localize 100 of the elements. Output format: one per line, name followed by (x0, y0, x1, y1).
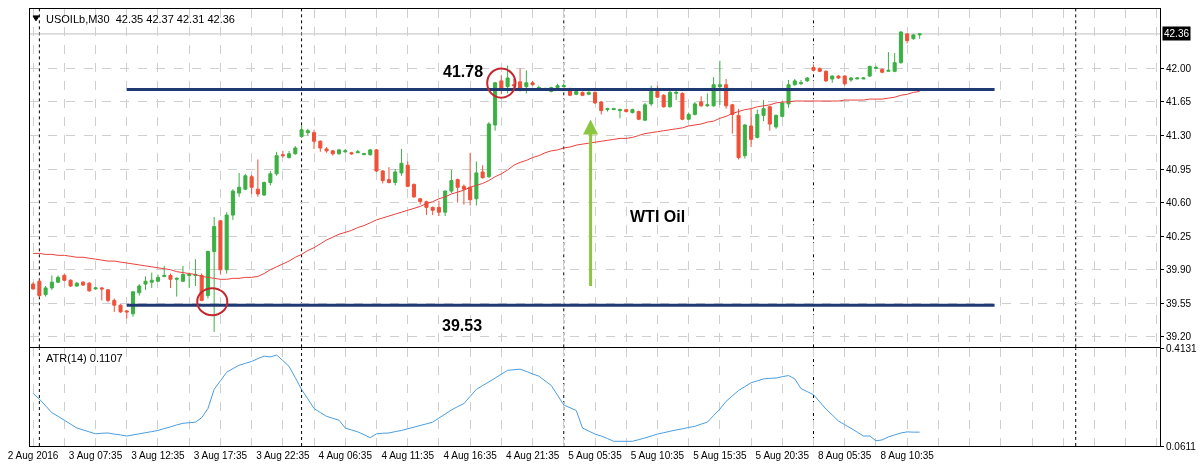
candlestick (811, 64, 816, 72)
candlestick (780, 100, 785, 118)
candlestick (830, 74, 835, 84)
y-tick-label: 0.0611 (1166, 440, 1197, 452)
candlestick (836, 74, 841, 80)
candlestick (193, 258, 198, 287)
candlestick (817, 66, 822, 73)
x-tick-label: 4 Aug 11:35 (381, 450, 435, 461)
candlestick (455, 178, 460, 204)
candlestick (312, 129, 317, 150)
candlestick (324, 146, 329, 154)
candlestick (436, 200, 441, 217)
candlestick (386, 166, 392, 184)
x-tick-label: 3 Aug 07:35 (68, 450, 123, 461)
candlestick (368, 148, 373, 157)
candlestick (237, 172, 242, 198)
candlestick (355, 149, 360, 154)
candlestick (168, 273, 173, 289)
candlestick (898, 30, 903, 65)
candlestick (149, 272, 154, 289)
candlestick (411, 182, 416, 199)
candlestick (262, 181, 267, 197)
candlestick (848, 76, 853, 83)
candlestick (287, 150, 292, 160)
candlestick (530, 80, 535, 87)
x-tick-label: 4 Aug 16:35 (443, 450, 498, 461)
candlestick (74, 281, 79, 288)
annotation: 39.53 (442, 317, 483, 334)
candlestick (118, 303, 123, 314)
x-tick-label: 5 Aug 15:35 (693, 450, 747, 461)
candlestick (805, 76, 810, 83)
chart-title: USOILb,M30 42.35 42.37 42.31 42.36 (46, 13, 235, 25)
y-tick-label: 41.30 (1166, 130, 1192, 142)
candlestick (243, 173, 248, 191)
candlestick (574, 89, 579, 96)
candlestick (592, 90, 598, 105)
candlestick (674, 89, 679, 101)
candlestick (842, 74, 847, 87)
candlestick (330, 149, 335, 157)
x-tick-label: 5 Aug 20:35 (755, 450, 810, 461)
candlestick (418, 197, 423, 206)
candlestick (449, 169, 454, 194)
candlestick (124, 309, 129, 320)
candlestick (861, 76, 866, 80)
candlestick (180, 265, 185, 283)
x-tick-label: 8 Aug 10:35 (880, 450, 935, 461)
x-tick-label: 3 Aug 12:35 (131, 450, 186, 461)
candlestick (87, 281, 92, 293)
candlestick (280, 150, 285, 159)
annotation: 41.78 (443, 63, 484, 80)
candlestick (106, 288, 111, 303)
ref-line-label: 42.36 (1164, 28, 1190, 39)
chart-title: ATR(14) 0.1107 (46, 352, 123, 364)
candlestick (630, 108, 635, 114)
candlestick (586, 90, 591, 96)
candlestick (699, 95, 704, 108)
candlestick (49, 274, 54, 291)
y-tick-label: 0.4131 (1166, 342, 1198, 354)
x-tick-label: 8 Aug 05:35 (818, 450, 872, 461)
x-tick-label: 5 Aug 05:35 (568, 450, 623, 461)
candlestick (649, 85, 654, 107)
candlestick (212, 216, 217, 333)
y-tick-label: 41.65 (1166, 96, 1192, 108)
candlestick (187, 272, 192, 289)
candlestick (337, 148, 342, 156)
line-series (32, 90, 921, 280)
candlestick (249, 174, 254, 195)
candlestick (299, 124, 304, 138)
candlestick (580, 90, 585, 97)
candlestick (855, 76, 860, 80)
candlestick (642, 102, 647, 122)
candlestick (505, 65, 510, 94)
candlestick (43, 285, 48, 298)
candlestick (224, 211, 229, 275)
x-tick-label: 5 Aug 10:35 (630, 450, 685, 461)
x-tick-label: 3 Aug 22:35 (256, 450, 310, 461)
candlestick (31, 281, 36, 291)
candlestick (823, 69, 829, 83)
candlestick (393, 168, 398, 186)
candlestick (555, 83, 560, 90)
x-tick-label: 3 Aug 17:35 (193, 450, 248, 461)
candlestick (486, 121, 491, 179)
candlestick (443, 189, 448, 217)
candlestick (155, 274, 161, 283)
candlestick (230, 188, 235, 221)
y-tick-label: 39.20 (1166, 331, 1192, 343)
candlestick (798, 79, 804, 86)
candlestick (468, 152, 473, 206)
y-tick-label: 40.25 (1166, 230, 1192, 242)
candlestick (205, 250, 210, 299)
candlestick (474, 160, 479, 206)
candlestick (742, 123, 747, 160)
candlestick (561, 83, 566, 88)
candlestick (792, 78, 797, 87)
candlestick (343, 148, 348, 154)
candlestick (873, 65, 878, 69)
candlestick (37, 278, 42, 299)
candlestick (599, 100, 604, 115)
y-tick-label: 42.00 (1166, 62, 1192, 74)
x-tick-label: 4 Aug 06:35 (318, 450, 373, 461)
